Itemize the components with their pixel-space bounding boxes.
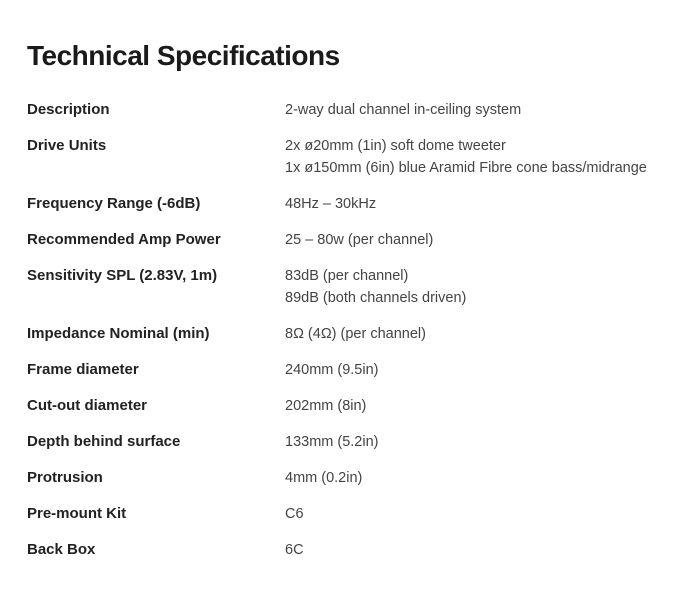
spec-row: Back Box 6C bbox=[27, 539, 687, 575]
spec-label: Impedance Nominal (min) bbox=[27, 325, 210, 342]
spec-values: 2-way dual channel in-ceiling system bbox=[285, 99, 687, 121]
spec-values: C6 bbox=[285, 503, 687, 525]
spec-label: Cut-out diameter bbox=[27, 397, 147, 414]
spec-value: 2-way dual channel in-ceiling system bbox=[285, 102, 522, 118]
spec-row: Cut-out diameter 202mm (8in) bbox=[27, 395, 687, 431]
spec-values: 6C bbox=[285, 539, 687, 561]
spec-label: Recommended Amp Power bbox=[27, 231, 221, 248]
spec-row: Frequency Range (-6dB) 48Hz – 30kHz bbox=[27, 193, 687, 229]
spec-label: Drive Units bbox=[27, 137, 107, 154]
spec-value: 25 – 80w (per channel) bbox=[285, 232, 434, 248]
spec-value: 202mm (8in) bbox=[285, 398, 367, 414]
spec-row: Recommended Amp Power 25 – 80w (per chann… bbox=[27, 229, 687, 265]
spec-value: 89dB (both channels driven) bbox=[285, 290, 467, 306]
spec-value: 48Hz – 30kHz bbox=[285, 196, 377, 212]
spec-values: 240mm (9.5in) bbox=[285, 359, 687, 381]
spec-value: 83dB (per channel) bbox=[285, 268, 409, 284]
spec-row: Protrusion 4mm (0.2in) bbox=[27, 467, 687, 503]
spec-values: 48Hz – 30kHz bbox=[285, 193, 687, 215]
spec-row: Frame diameter 240mm (9.5in) bbox=[27, 359, 687, 395]
spec-row: Drive Units 2x ø20mm (1in) soft dome twee… bbox=[27, 135, 687, 193]
spec-row: Pre-mount Kit C6 bbox=[27, 503, 687, 539]
spec-value: 1x ø150mm (6in) blue Aramid Fibre cone b… bbox=[285, 160, 647, 176]
spec-value: 133mm (5.2in) bbox=[285, 434, 379, 450]
spec-row: Sensitivity SPL (2.83V, 1m) 83dB (per cha… bbox=[27, 265, 687, 323]
spec-row: Depth behind surface 133mm (5.2in) bbox=[27, 431, 687, 467]
spec-label: Depth behind surface bbox=[27, 433, 181, 450]
spec-label: Back Box bbox=[27, 541, 96, 558]
spec-label: Sensitivity SPL (2.83V, 1m) bbox=[27, 267, 218, 284]
spec-value: 6C bbox=[285, 542, 304, 558]
spec-values: 202mm (8in) bbox=[285, 395, 687, 417]
spec-values: 25 – 80w (per channel) bbox=[285, 229, 687, 251]
page-title: Technical Specifications bbox=[27, 40, 340, 71]
spec-values: 2x ø20mm (1in) soft dome tweeter 1x ø150m… bbox=[285, 135, 687, 179]
spec-label: Protrusion bbox=[27, 469, 103, 486]
spec-label: Description bbox=[27, 101, 110, 118]
spec-label: Pre-mount Kit bbox=[27, 505, 127, 522]
spec-values: 8Ω (4Ω) (per channel) bbox=[285, 323, 687, 345]
spec-row: Description 2-way dual channel in-ceiling… bbox=[27, 99, 687, 135]
spec-values: 83dB (per channel) 89dB (both channels dr… bbox=[285, 265, 687, 309]
spec-table: Description 2-way dual channel in-ceiling… bbox=[27, 99, 687, 575]
spec-values: 4mm (0.2in) bbox=[285, 467, 687, 489]
spec-label: Frame diameter bbox=[27, 361, 139, 378]
spec-row: Impedance Nominal (min) 8Ω (4Ω) (per chan… bbox=[27, 323, 687, 359]
spec-value: 4mm (0.2in) bbox=[285, 470, 363, 486]
spec-value: C6 bbox=[285, 506, 304, 522]
spec-label: Frequency Range (-6dB) bbox=[27, 195, 201, 212]
spec-value: 8Ω (4Ω) (per channel) bbox=[285, 326, 426, 342]
spec-value: 2x ø20mm (1in) soft dome tweeter bbox=[285, 138, 506, 154]
spec-value: 240mm (9.5in) bbox=[285, 362, 379, 378]
spec-values: 133mm (5.2in) bbox=[285, 431, 687, 453]
